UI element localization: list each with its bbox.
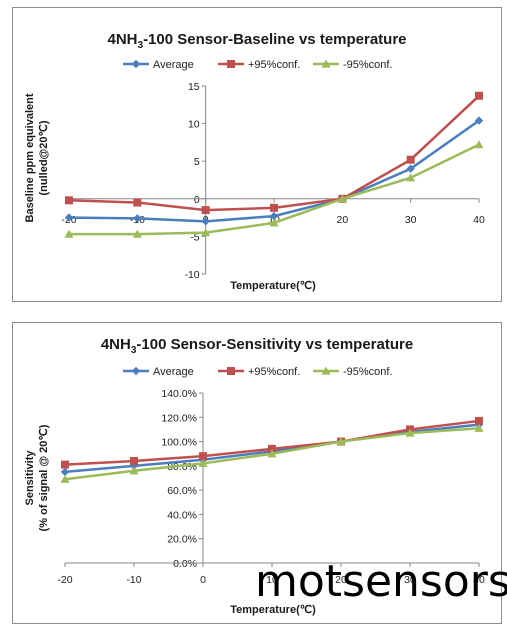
data-point — [201, 217, 210, 226]
data-point — [201, 228, 211, 237]
y-tick-label: 20.0% — [167, 534, 197, 546]
y-tick-label: 100.0% — [161, 437, 197, 449]
legend-label-2: -95%conf. — [343, 59, 393, 71]
data-point — [406, 164, 415, 173]
y-tick-label: 60.0% — [167, 485, 197, 497]
y-tick-label: -5 — [190, 231, 199, 243]
x-axis-label: Temperature(℃) — [230, 280, 316, 292]
x-tick-label: 40 — [473, 214, 485, 226]
series-0 — [64, 116, 484, 226]
legend-label-0: Average — [153, 59, 194, 71]
data-point — [406, 155, 415, 164]
legend-label-0: Average — [153, 366, 194, 378]
y-tick-label: 0 — [194, 194, 200, 206]
data-point — [132, 229, 142, 238]
x-tick-label: 20 — [335, 574, 347, 586]
data-point — [270, 203, 278, 212]
legend-label-1: +95%conf. — [248, 59, 300, 71]
data-point — [337, 194, 347, 203]
x-tick-label: 30 — [405, 214, 417, 226]
x-tick-label: 40 — [473, 574, 485, 586]
legend-label-2: -95%conf. — [343, 366, 393, 378]
y-tick-label: 15 — [188, 81, 200, 93]
y-tick-label: 120.0% — [161, 412, 197, 424]
y-tick-label: 140.0% — [161, 388, 197, 400]
y-axis-label: Sensitivity — [24, 450, 36, 506]
data-point — [475, 416, 483, 425]
legend-marker-2 — [321, 366, 331, 375]
data-point — [64, 229, 74, 238]
data-point — [336, 437, 346, 446]
data-point — [475, 91, 483, 100]
legend-marker-1 — [227, 60, 235, 68]
series-1 — [65, 91, 483, 215]
series-line — [68, 94, 480, 212]
series-2 — [60, 423, 484, 483]
data-point — [129, 466, 139, 475]
data-point — [64, 213, 74, 222]
x-tick-label: 0 — [200, 574, 206, 586]
data-point — [269, 218, 279, 227]
data-point — [405, 428, 415, 437]
chart-title: 4NH3-100 Sensor-Baseline vs temperature — [107, 31, 406, 51]
y-tick-label: 40.0% — [167, 509, 197, 521]
y-tick-label: 10 — [188, 119, 200, 131]
y-tick-label: 0.0% — [173, 558, 197, 570]
data-point — [130, 457, 138, 465]
data-point — [474, 116, 484, 125]
data-point — [474, 423, 484, 432]
chart-title: 4NH3-100 Sensor-Sensitivity vs temperatu… — [101, 336, 413, 356]
y-axis-label: (% of signal @ 20℃) — [38, 424, 50, 531]
legend-label-1: +95%conf. — [248, 366, 300, 378]
sensitivity-chart: 4NH3-100 Sensor-Sensitivity vs temperatu… — [24, 336, 485, 616]
legend-marker-2 — [321, 59, 331, 68]
data-point — [198, 458, 208, 468]
x-tick-label: 30 — [404, 574, 416, 586]
data-point — [199, 452, 207, 461]
legend-marker-1 — [227, 367, 235, 375]
data-point — [201, 206, 210, 215]
data-point — [133, 214, 142, 223]
data-point — [65, 196, 73, 205]
data-point — [267, 449, 277, 458]
x-tick-label: -10 — [126, 574, 141, 586]
series-1 — [61, 416, 483, 469]
y-tick-label: -10 — [184, 269, 199, 281]
baseline-chart-panel: 4NH3-100 Sensor-Baseline vs temperature A… — [12, 7, 502, 302]
series-2 — [64, 140, 484, 238]
legend-marker-0 — [131, 366, 141, 376]
data-point — [61, 460, 69, 469]
data-point — [133, 198, 142, 207]
sensitivity-chart-panel: 4NH3-100 Sensor-Sensitivity vs temperatu… — [12, 322, 502, 624]
watermark-text: motsensors — [255, 556, 507, 607]
data-point — [269, 211, 279, 221]
series-line — [64, 419, 480, 466]
data-point — [60, 474, 70, 483]
y-tick-label: 5 — [194, 156, 200, 168]
data-point — [406, 173, 416, 182]
x-tick-label: 20 — [336, 214, 348, 226]
y-axis-label: (nulled@20℃) — [38, 120, 50, 195]
y-axis-label: Baseline ppm equivalent — [24, 93, 36, 222]
x-tick-label: -20 — [57, 574, 72, 586]
data-point — [60, 467, 70, 477]
data-point — [474, 140, 484, 149]
baseline-chart: 4NH3-100 Sensor-Baseline vs temperature A… — [24, 31, 485, 292]
data-point — [268, 444, 276, 453]
x-axis-label: Temperature(℃) — [230, 604, 316, 616]
x-tick-label: 10 — [266, 574, 278, 586]
legend-marker-0 — [131, 59, 141, 69]
